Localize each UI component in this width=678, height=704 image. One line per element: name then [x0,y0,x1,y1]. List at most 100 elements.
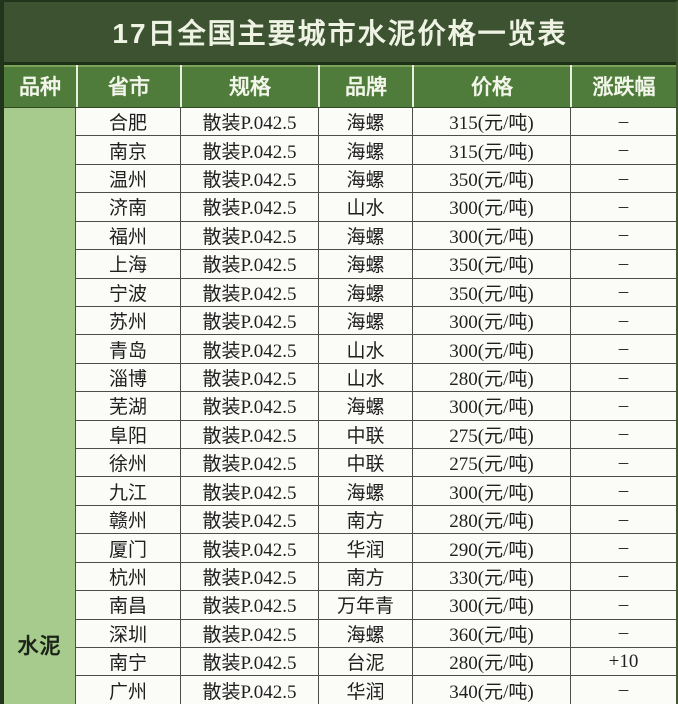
brand-cell: 海螺 [318,278,412,306]
brand-cell: 海螺 [318,306,412,335]
brand-cell: 中联 [318,420,412,449]
spec-cell: 散装P.042.5 [180,306,318,335]
change-cell: – [570,193,676,221]
table-row: 淄博 散装P.042.5 山水 280(元/吨) – [76,363,676,393]
change-cell: – [570,221,676,250]
city-cell: 温州 [108,170,147,192]
table-header-row: 品种 省市 规格 品牌 价格 涨跌幅 [4,62,676,108]
price-cell: 340(元/吨) [412,676,570,704]
city-cell: 厦门 [108,539,147,561]
city-cell: 淄博 [108,369,147,390]
city-cell: 南昌 [108,596,147,618]
spec-cell: 散装P.042.5 [180,648,318,676]
spec-cell: 散装P.042.5 [180,591,318,619]
spec-cell: 散装P.042.5 [180,505,318,534]
price-cell: 315(元/吨) [412,136,570,164]
spec-cell: 散装P.042.5 [180,363,318,392]
city-cell: 九江 [108,482,147,504]
brand-cell: 华润 [318,676,412,704]
change-cell: – [570,449,676,477]
spec-cell: 散装P.042.5 [180,221,318,250]
rows: 合肥 散装P.042.5 海螺 315(元/吨) – 南京 散装P.042.5 … [76,108,676,704]
city-cell: 广州 [108,681,147,703]
city-cell: 宁波 [108,283,147,305]
spec-cell: 散装P.042.5 [180,392,318,420]
price-cell: 275(元/吨) [412,449,570,477]
change-cell: – [570,619,676,648]
price-cell: 360(元/吨) [412,619,570,648]
spec-cell: 散装P.042.5 [180,108,318,136]
brand-cell: 万年青 [318,591,412,619]
spec-cell: 散装P.042.5 [180,676,318,704]
price-cell: 280(元/吨) [412,505,570,534]
price-cell: 300(元/吨) [412,392,570,420]
spec-cell: 散装P.042.5 [180,335,318,363]
table-row: 杭州 散装P.042.5 南方 330(元/吨) – [76,562,676,592]
brand-cell: 海螺 [318,221,412,250]
price-cell: 290(元/吨) [412,534,570,562]
change-cell: – [570,591,676,619]
change-cell: – [570,250,676,278]
price-cell: 300(元/吨) [412,221,570,250]
page-title: 17日全国主要城市水泥价格一览表 [112,18,568,49]
change-cell: – [570,278,676,306]
change-cell: – [570,676,676,704]
brand-cell: 山水 [318,335,412,363]
change-cell: – [570,306,676,335]
table-row: 南昌 散装P.042.5 万年青 300(元/吨) – [76,591,676,620]
price-cell: 350(元/吨) [412,250,570,278]
city-cell: 赣州 [108,511,147,533]
brand-cell: 海螺 [318,477,412,505]
table-row: 合肥 散装P.042.5 海螺 315(元/吨) – [76,108,676,137]
table-row: 福州 散装P.042.5 海螺 300(元/吨) – [76,221,676,251]
city-cell: 济南 [108,198,147,220]
price-cell: 275(元/吨) [412,420,570,449]
table-row: 南宁 散装P.042.5 台泥 280(元/吨) +10 [76,648,676,677]
spec-cell: 散装P.042.5 [180,562,318,591]
table-row: 芜湖 散装P.042.5 海螺 300(元/吨) – [76,392,676,421]
table-row: 厦门 散装P.042.5 华润 290(元/吨) – [76,534,676,563]
brand-cell: 海螺 [318,108,412,136]
change-cell: – [570,164,676,193]
spec-cell: 散装P.042.5 [180,619,318,648]
table-row: 苏州 散装P.042.5 海螺 300(元/吨) – [76,306,676,336]
change-cell: – [570,335,676,363]
table-row: 南京 散装P.042.5 海螺 315(元/吨) – [76,136,676,165]
price-cell: 280(元/吨) [412,648,570,676]
city-cell: 南宁 [108,653,147,675]
city-cell: 深圳 [108,624,147,646]
change-cell: – [570,136,676,164]
header-change: 涨跌幅 [570,65,676,107]
price-cell: 350(元/吨) [412,278,570,306]
city-cell: 青岛 [108,340,147,362]
city-cell: 杭州 [108,567,147,589]
brand-cell: 山水 [318,193,412,221]
spec-cell: 散装P.042.5 [180,449,318,477]
spec-cell: 散装P.042.5 [180,136,318,164]
table-row: 温州 散装P.042.5 海螺 350(元/吨) – [76,164,676,194]
city-cell: 南京 [108,141,147,163]
spec-cell: 散装P.042.5 [180,164,318,193]
spec-cell: 散装P.042.5 [180,534,318,562]
change-cell: +10 [570,648,676,676]
price-cell: 300(元/吨) [412,591,570,619]
brand-cell: 中联 [318,449,412,477]
spec-cell: 散装P.042.5 [180,250,318,278]
city-cell: 合肥 [108,113,147,135]
header-city: 省市 [76,65,180,107]
brand-cell: 海螺 [318,136,412,164]
table-row: 广州 散装P.042.5 华润 340(元/吨) – [76,676,676,704]
table-row: 深圳 散装P.042.5 海螺 360(元/吨) – [76,619,676,649]
spec-cell: 散装P.042.5 [180,420,318,449]
spec-cell: 散装P.042.5 [180,278,318,306]
table-row: 济南 散装P.042.5 山水 300(元/吨) – [76,193,676,222]
price-cell: 350(元/吨) [412,164,570,193]
variety-merged-cell: 水泥 [4,108,76,704]
price-cell: 330(元/吨) [412,562,570,591]
table-row: 九江 散装P.042.5 海螺 300(元/吨) – [76,477,676,506]
spec-cell: 散装P.042.5 [180,193,318,221]
brand-cell: 海螺 [318,164,412,193]
change-cell: – [570,505,676,534]
price-cell: 300(元/吨) [412,335,570,363]
